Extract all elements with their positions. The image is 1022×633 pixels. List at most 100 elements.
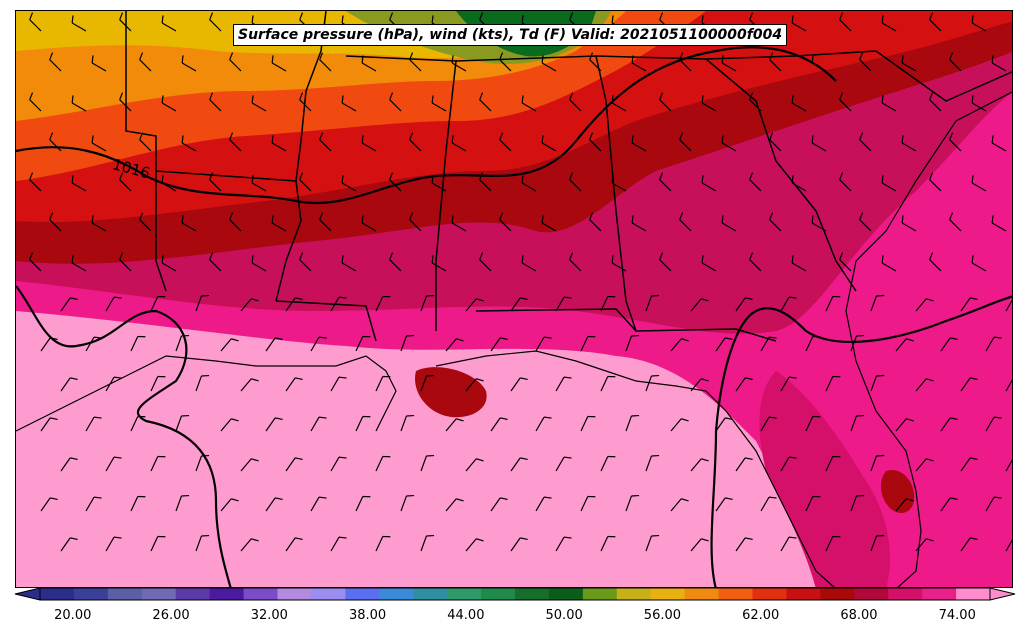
wind-barb xyxy=(510,377,528,392)
wind-barb xyxy=(490,417,508,432)
wind-barb xyxy=(805,335,821,352)
wind-barb xyxy=(409,132,422,152)
wind-barb xyxy=(960,377,978,392)
colorbar-segment xyxy=(786,588,821,600)
wind-barb xyxy=(251,175,267,192)
colorbar-outline xyxy=(39,587,991,601)
wind-barb xyxy=(105,376,122,392)
colorbar-segment xyxy=(548,588,584,600)
wind-barb xyxy=(701,175,717,192)
wind-barb xyxy=(645,374,660,392)
wind-barb xyxy=(355,415,371,432)
wind-barb xyxy=(645,294,660,312)
wind-barb xyxy=(791,255,807,272)
wind-barb xyxy=(985,336,1002,352)
wind-barb xyxy=(285,537,303,552)
wind-barb xyxy=(375,455,391,472)
wind-barb xyxy=(271,215,287,232)
wind-barb xyxy=(960,537,978,552)
wind-barb xyxy=(541,215,557,232)
wind-barb xyxy=(71,15,87,32)
wind-barb xyxy=(971,255,987,272)
colorbar-tick-label: 44.00 xyxy=(447,608,485,623)
wind-barb xyxy=(971,175,987,192)
wind-barb xyxy=(499,132,512,152)
wind-barb xyxy=(265,417,283,432)
wind-barb xyxy=(625,414,640,432)
wind-barb xyxy=(535,416,552,432)
wind-barb xyxy=(760,496,777,512)
wind-barb xyxy=(985,416,1002,432)
wind-barb xyxy=(71,175,87,192)
wind-barb xyxy=(119,12,132,32)
wind-barb xyxy=(625,334,640,352)
wind-barb xyxy=(805,495,821,512)
colorbar-segment xyxy=(447,588,482,600)
wind-barb xyxy=(85,496,102,512)
wind-barb xyxy=(490,497,508,512)
wind-barb xyxy=(521,175,537,192)
wind-barb xyxy=(791,95,807,112)
wind-barb xyxy=(971,95,987,112)
wind-barb xyxy=(85,416,102,432)
wind-barb xyxy=(870,534,885,552)
wind-barb xyxy=(589,212,602,232)
wind-barb xyxy=(40,417,58,432)
wind-barb xyxy=(859,132,872,152)
wind-barb xyxy=(589,132,602,152)
wind-barb xyxy=(735,537,753,552)
wind-barb xyxy=(555,296,572,312)
wind-barb xyxy=(1005,456,1012,472)
wind-barb xyxy=(119,252,132,272)
colorbar-tick-label: 50.00 xyxy=(545,608,583,623)
wind-barb xyxy=(91,215,107,232)
isobar-low xyxy=(16,285,232,587)
wind-barb xyxy=(760,416,777,432)
wind-barb xyxy=(670,338,689,352)
coastline xyxy=(16,91,1012,587)
wind-barb xyxy=(870,294,885,312)
wind-barb xyxy=(555,456,572,472)
wind-barb xyxy=(749,172,762,192)
wind-barb xyxy=(40,337,58,352)
wind-barb xyxy=(569,172,582,192)
isobar-florida xyxy=(710,295,1012,587)
wind-barb xyxy=(451,135,467,152)
colorbar-segment xyxy=(277,588,312,600)
colorbar-segment xyxy=(209,588,245,600)
wind-barb xyxy=(611,255,627,272)
wind-barb xyxy=(229,132,242,152)
wind-barb xyxy=(60,537,78,552)
wind-barb xyxy=(870,374,885,392)
colorbar-segment xyxy=(752,588,787,600)
wind-barb xyxy=(465,298,484,312)
colorbar-segment xyxy=(73,588,109,600)
wind-barb xyxy=(701,255,717,272)
wind-barb xyxy=(71,255,87,272)
wind-barb xyxy=(29,12,42,32)
wind-barb xyxy=(375,535,391,552)
colorbar-segment xyxy=(345,588,380,600)
colorbar-segment xyxy=(650,588,686,600)
colorbar-tick-label: 68.00 xyxy=(840,608,878,623)
wind-barb xyxy=(895,498,914,512)
wind-barb xyxy=(49,52,62,72)
wind-barb xyxy=(749,92,762,112)
wind-barb xyxy=(431,175,447,192)
wind-barb xyxy=(881,175,897,192)
wind-barb xyxy=(400,334,415,352)
wind-barb xyxy=(569,92,582,112)
wind-barb xyxy=(139,132,152,152)
wind-barb xyxy=(355,335,371,352)
wind-barb xyxy=(285,297,303,312)
wind-barb xyxy=(580,415,596,432)
wind-barb xyxy=(431,255,447,272)
wind-barb xyxy=(555,536,572,552)
wind-barb xyxy=(479,172,492,192)
wind-barb xyxy=(389,252,402,272)
wind-barb xyxy=(465,378,484,392)
wind-barb xyxy=(181,215,197,232)
wind-barb xyxy=(409,212,422,232)
wind-barb xyxy=(119,92,132,112)
wind-barb xyxy=(991,55,1007,72)
